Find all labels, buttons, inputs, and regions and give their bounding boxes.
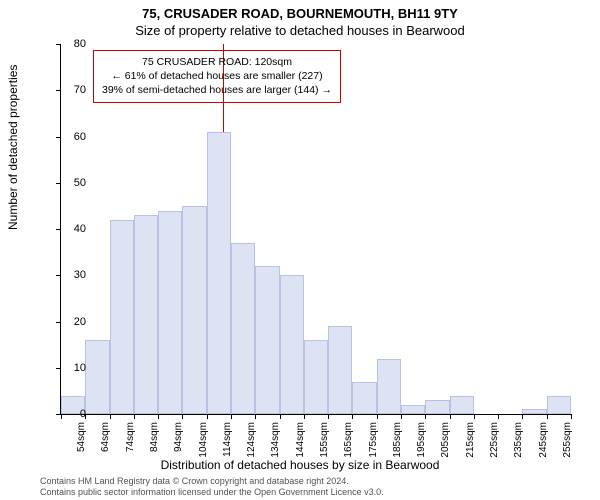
- x-tick-label: 114sqm: [222, 422, 233, 457]
- x-tick-label: 155sqm: [319, 422, 330, 458]
- x-tick-label: 255sqm: [562, 422, 573, 458]
- histogram-bar: [450, 396, 474, 415]
- x-tick-label: 195sqm: [416, 422, 427, 458]
- x-tick-mark: [401, 414, 402, 419]
- footer-attribution: Contains HM Land Registry data © Crown c…: [40, 476, 384, 498]
- x-tick-mark: [522, 414, 523, 419]
- histogram-bar: [328, 326, 352, 414]
- x-tick-label: 54sqm: [76, 422, 87, 452]
- histogram-bar: [85, 340, 109, 414]
- y-tick-label: 70: [56, 84, 86, 96]
- x-tick-label: 185sqm: [392, 422, 403, 458]
- x-tick-mark: [134, 414, 135, 419]
- histogram-bar: [547, 396, 571, 415]
- x-tick-label: 124sqm: [246, 422, 257, 458]
- x-tick-label: 84sqm: [149, 422, 160, 452]
- x-tick-mark: [450, 414, 451, 419]
- histogram-bar: [377, 359, 401, 415]
- histogram-bar: [522, 409, 546, 414]
- histogram-bar: [352, 382, 376, 414]
- histogram-bar: [182, 206, 206, 414]
- x-tick-mark: [498, 414, 499, 419]
- plot-area: 75 CRUSADER ROAD: 120sqm ← 61% of detach…: [60, 44, 571, 415]
- x-tick-mark: [328, 414, 329, 419]
- x-tick-mark: [304, 414, 305, 419]
- histogram-bar: [304, 340, 328, 414]
- x-tick-label: 74sqm: [125, 422, 136, 452]
- histogram-bar: [231, 243, 255, 414]
- x-tick-label: 205sqm: [440, 422, 451, 458]
- x-tick-label: 165sqm: [343, 422, 354, 458]
- annotation-line2: ← 61% of detached houses are smaller (22…: [102, 69, 332, 83]
- x-tick-mark: [280, 414, 281, 419]
- x-tick-mark: [110, 414, 111, 419]
- chart-container: 75, CRUSADER ROAD, BOURNEMOUTH, BH11 9TY…: [0, 0, 600, 500]
- x-tick-mark: [207, 414, 208, 419]
- x-tick-label: 144sqm: [295, 422, 306, 458]
- x-tick-label: 94sqm: [173, 422, 184, 452]
- x-tick-mark: [377, 414, 378, 419]
- x-axis-label: Distribution of detached houses by size …: [0, 458, 600, 472]
- x-tick-label: 104sqm: [198, 422, 209, 458]
- x-tick-label: 245sqm: [538, 422, 549, 458]
- histogram-bar: [425, 400, 449, 414]
- x-tick-mark: [571, 414, 572, 419]
- x-tick-mark: [182, 414, 183, 419]
- x-tick-mark: [474, 414, 475, 419]
- annotation-line1: 75 CRUSADER ROAD: 120sqm: [102, 55, 332, 69]
- y-tick-label: 0: [56, 408, 86, 420]
- histogram-bar: [280, 275, 304, 414]
- x-tick-label: 225sqm: [489, 422, 500, 458]
- histogram-bar: [134, 215, 158, 414]
- footer-line2: Contains public sector information licen…: [40, 487, 384, 498]
- x-tick-mark: [255, 414, 256, 419]
- y-tick-label: 80: [56, 38, 86, 50]
- y-tick-label: 20: [56, 316, 86, 328]
- x-tick-label: 134sqm: [270, 422, 281, 458]
- y-tick-label: 40: [56, 223, 86, 235]
- histogram-bar: [255, 266, 279, 414]
- histogram-bar: [207, 132, 231, 414]
- x-tick-mark: [352, 414, 353, 419]
- annotation-line3: 39% of semi-detached houses are larger (…: [102, 83, 332, 97]
- annotation-box: 75 CRUSADER ROAD: 120sqm ← 61% of detach…: [93, 50, 341, 103]
- histogram-bar: [158, 211, 182, 415]
- y-tick-label: 60: [56, 131, 86, 143]
- chart-title-line1: 75, CRUSADER ROAD, BOURNEMOUTH, BH11 9TY: [0, 0, 600, 21]
- x-tick-mark: [547, 414, 548, 419]
- y-tick-label: 30: [56, 269, 86, 281]
- histogram-bar: [110, 220, 134, 414]
- x-tick-mark: [425, 414, 426, 419]
- y-axis-label: Number of detached properties: [6, 65, 20, 230]
- x-tick-mark: [231, 414, 232, 419]
- x-tick-mark: [158, 414, 159, 419]
- chart-title-line2: Size of property relative to detached ho…: [0, 21, 600, 38]
- x-tick-label: 215sqm: [465, 422, 476, 458]
- histogram-bar: [401, 405, 425, 414]
- x-tick-label: 235sqm: [513, 422, 524, 458]
- y-tick-label: 50: [56, 177, 86, 189]
- x-tick-label: 64sqm: [100, 422, 111, 452]
- y-tick-label: 10: [56, 362, 86, 374]
- footer-line1: Contains HM Land Registry data © Crown c…: [40, 476, 384, 487]
- x-tick-label: 175sqm: [368, 422, 379, 458]
